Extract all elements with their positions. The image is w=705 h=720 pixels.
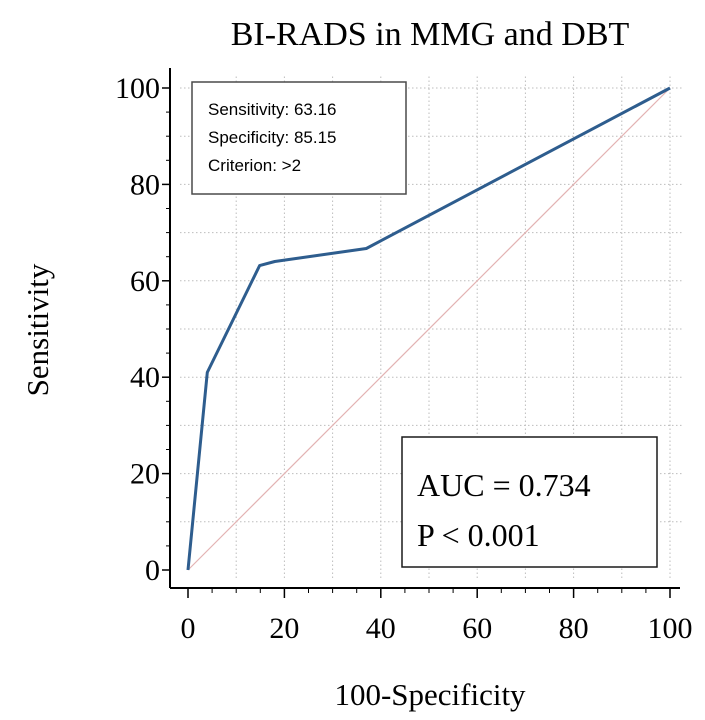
x-tick-label: 60 <box>462 612 492 645</box>
reference-diagonal-line <box>187 87 671 571</box>
x-tick-label: 0 <box>181 612 196 645</box>
y-tick-label: 0 <box>145 554 160 587</box>
y-tick-label: 40 <box>130 361 160 394</box>
chart-title: BI-RADS in MMG and DBT <box>231 16 630 53</box>
series-group <box>186 86 671 571</box>
p-value: P < 0.001 <box>417 517 540 553</box>
auc-box-frame <box>401 436 658 568</box>
criterion-box: Sensitivity: 63.16 Specificity: 85.15 Cr… <box>191 81 407 195</box>
y-tick-label: 20 <box>130 458 160 491</box>
criterion-value: Criterion: >2 <box>208 156 301 175</box>
auc-value: AUC = 0.734 <box>417 467 591 503</box>
x-tick-label: 40 <box>366 612 396 645</box>
x-tick-label: 80 <box>559 612 589 645</box>
x-tick-label: 100 <box>648 612 693 645</box>
axes <box>169 68 680 589</box>
x-axis-label: 100-Specificity <box>334 677 526 712</box>
y-tick-label: 80 <box>130 168 160 201</box>
auc-box: AUC = 0.734 P < 0.001 <box>401 436 658 568</box>
roc-curve-line <box>186 86 671 571</box>
criterion-box-frame <box>191 81 407 195</box>
x-tick-label: 20 <box>269 612 299 645</box>
y-tick-label: 100 <box>115 72 160 105</box>
ticks: 00 20 20 40 40 60 60 80 80 100 100 <box>115 72 693 645</box>
y-tick-label: 60 <box>130 265 160 298</box>
criterion-specificity: Specificity: 85.15 <box>208 128 337 147</box>
criterion-sensitivity: Sensitivity: 63.16 <box>208 100 337 119</box>
y-axis-label: Sensitivity <box>20 263 55 396</box>
